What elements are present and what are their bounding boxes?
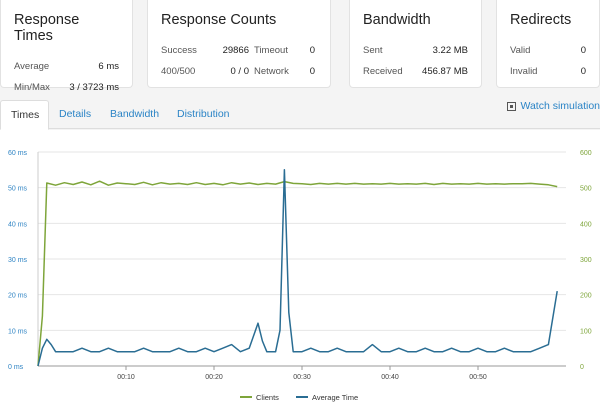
card-title: Response Times — [14, 12, 80, 44]
average-time-line — [37, 169, 558, 367]
x-tick-label: 00:50 — [469, 374, 487, 381]
y-left-tick-label: 50 ms — [8, 186, 28, 193]
watch-simulation-label: Watch simulation — [520, 100, 600, 112]
success-label: Success — [161, 45, 197, 56]
errors-value: 0 / 0 — [230, 66, 250, 77]
y-right-tick-label: 500 — [580, 186, 592, 193]
y-right-tick-label: 200 — [580, 293, 592, 300]
clients-line — [37, 180, 558, 367]
watch-simulation-link[interactable]: Watch simulation — [507, 100, 600, 112]
tab-bandwidth[interactable]: Bandwidth — [110, 108, 160, 120]
y-left-tick-label: 10 ms — [8, 328, 28, 335]
invalid-value: 0 — [580, 66, 586, 77]
timeout-label: Timeout — [254, 45, 288, 56]
valid-value: 0 — [580, 45, 586, 56]
y-left-tick-label: 40 ms — [8, 221, 28, 228]
received-label: Received — [363, 66, 403, 77]
redirects-card: Redirects Valid 0 Invalid 0 — [496, 0, 600, 88]
valid-row: Valid 0 — [510, 40, 586, 61]
average-row: Average 6 ms — [14, 56, 119, 77]
y-right-tick-label: 0 — [580, 364, 584, 371]
times-chart-panel: 0 ms 10 ms 20 ms 30 ms 40 ms 50 ms 60 ms 0 100 20… — [0, 130, 600, 405]
network-value: 0 — [309, 66, 315, 77]
received-row: Received 456.87 MB — [363, 61, 468, 82]
card-title: Bandwidth — [363, 12, 431, 28]
card-title: Redirects — [510, 12, 572, 28]
y-right-tick-label: 300 — [580, 257, 592, 264]
timeout-value: 0 — [309, 45, 315, 56]
average-value: 6 ms — [98, 61, 119, 72]
received-value: 456.87 MB — [422, 66, 468, 77]
x-tick-label: 00:10 — [117, 374, 135, 381]
sent-row: Sent 3.22 MB — [363, 40, 468, 61]
success-value: 29866 — [222, 45, 249, 56]
minmax-row: Min/Max 3 / 3723 ms — [14, 77, 119, 98]
tab-times[interactable]: Times — [0, 100, 49, 130]
x-tick-label: 00:20 — [205, 374, 223, 381]
valid-label: Valid — [510, 45, 531, 56]
average-label: Average — [14, 61, 50, 72]
y-right-tick-label: 400 — [580, 221, 592, 228]
response-counts-card: Response Counts Success 29866 Timeout 0 … — [147, 0, 331, 88]
legend-label-average-time: Average Time — [312, 393, 358, 402]
minmax-label: Min/Max — [14, 82, 50, 93]
x-tick-label: 00:30 — [293, 374, 311, 381]
y-left-tick-label: 30 ms — [8, 257, 28, 264]
y-left-tick-label: 20 ms — [8, 293, 28, 300]
errors-label: 400/500 — [161, 66, 196, 77]
card-title: Response Counts — [161, 12, 277, 28]
errors-row: 400/500 0 / 0 Network 0 — [161, 61, 317, 82]
minmax-value: 3 / 3723 ms — [69, 82, 119, 93]
network-label: Network — [254, 66, 289, 77]
x-tick-label: 00:40 — [381, 374, 399, 381]
times-chart: 0 ms 10 ms 20 ms 30 ms 40 ms 50 ms 60 ms 0 100 20… — [8, 150, 592, 402]
y-left-tick-label: 0 ms — [8, 364, 24, 371]
tab-details[interactable]: Details — [59, 108, 92, 120]
tab-bar: Times Details Bandwidth Distribution — [0, 100, 600, 130]
legend-label-clients: Clients — [256, 393, 279, 402]
sent-label: Sent — [363, 45, 383, 56]
monitor-icon — [507, 101, 517, 111]
success-row: Success 29866 Timeout 0 — [161, 40, 317, 61]
y-left-tick-label: 60 ms — [8, 150, 28, 157]
response-times-card: Response Times Average 6 ms Min/Max 3 / … — [0, 0, 133, 93]
tab-distribution[interactable]: Distribution — [177, 108, 230, 120]
bandwidth-card: Bandwidth Sent 3.22 MB Received 456.87 M… — [349, 0, 482, 88]
invalid-row: Invalid 0 — [510, 61, 586, 82]
sent-value: 3.22 MB — [432, 45, 468, 56]
y-right-tick-label: 600 — [580, 150, 592, 157]
invalid-label: Invalid — [510, 66, 538, 77]
y-right-tick-label: 100 — [580, 328, 592, 335]
